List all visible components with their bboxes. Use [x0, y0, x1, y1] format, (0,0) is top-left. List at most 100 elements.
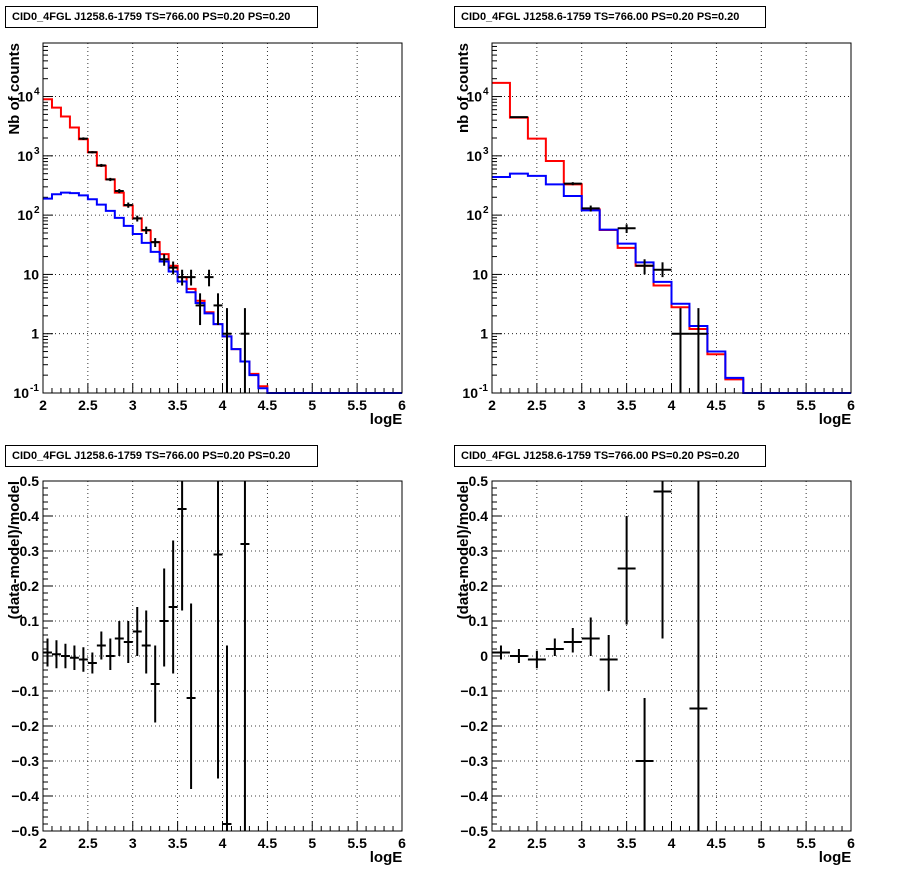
x-tick-label: 4: [668, 397, 676, 413]
x-axis-label: logE: [819, 411, 852, 428]
y-tick-label: 0.5: [469, 473, 489, 489]
histogram-series-2: [492, 172, 851, 394]
x-axis-label: logE: [819, 849, 852, 866]
x-tick-label: 2.5: [527, 835, 547, 851]
y-tick-label: 0.2: [20, 578, 40, 594]
data-point: [105, 177, 115, 182]
data-point: [509, 649, 528, 663]
data-point: [635, 259, 654, 275]
data-point: [689, 481, 708, 831]
y-tick-label: 10: [472, 266, 488, 282]
x-tick-label: 5: [757, 835, 765, 851]
data-point: [527, 650, 546, 669]
x-tick-label: 4: [219, 397, 227, 413]
x-tick-label: 5: [757, 397, 765, 413]
data-point: [581, 617, 600, 656]
x-tick-label: 5.5: [796, 397, 816, 413]
data-point: [123, 621, 133, 663]
plot-frame: [42, 480, 403, 832]
data-point: [581, 205, 600, 212]
data-point: [141, 610, 151, 674]
y-tick-label: 0.1: [469, 613, 489, 629]
y-tick-exponent: 3: [34, 146, 40, 157]
data-point: [69, 645, 79, 670]
y-tick-label: 0: [31, 648, 39, 664]
x-tick-label: 3.5: [617, 835, 637, 851]
data-point: [78, 647, 88, 672]
y-tick-label: 0.2: [469, 578, 489, 594]
x-tick-label: 5: [308, 835, 316, 851]
x-tick-label: 3: [129, 835, 137, 851]
y-tick-label: 0.4: [469, 508, 489, 524]
data-point: [195, 293, 205, 326]
x-tick-label: 6: [847, 835, 855, 851]
y-tick-label: 0.5: [20, 473, 40, 489]
data-point: [545, 638, 564, 656]
y-tick-label: −0.3: [11, 753, 39, 769]
data-point: [204, 269, 214, 287]
y-tick-label: 10: [17, 148, 33, 164]
y-axis-label: Nb of counts: [6, 43, 23, 135]
y-tick-exponent: -1: [479, 383, 488, 394]
x-tick-label: 6: [398, 397, 406, 413]
x-tick-label: 6: [847, 397, 855, 413]
data-point: [177, 269, 187, 286]
data-point: [617, 516, 636, 625]
x-tick-label: 5.5: [347, 397, 367, 413]
data-point: [132, 607, 142, 656]
panel-title-4: CID0_4FGL J1258.6-1759 TS=766.00 PS=0.20…: [454, 445, 766, 467]
data-point: [87, 151, 97, 154]
y-axis-label: (data-model)/model: [6, 481, 23, 619]
x-tick-label: 4.5: [258, 397, 278, 413]
data-point: [186, 269, 196, 286]
y-tick-label: −0.4: [460, 788, 488, 804]
data-point: [51, 640, 61, 669]
data-point: [78, 137, 88, 140]
data-point: [653, 262, 672, 278]
x-tick-label: 2.5: [527, 397, 547, 413]
data-point: [186, 603, 196, 789]
plot-frame: [491, 42, 852, 394]
y-tick-label: 10: [462, 385, 478, 401]
y-tick-label: 10: [466, 148, 482, 164]
data-point: [635, 698, 654, 831]
y-tick-label: −0.1: [460, 683, 488, 699]
panel-title-2: CID0_4FGL J1258.6-1759 TS=766.00 PS=0.20…: [454, 6, 766, 28]
data-point: [123, 202, 133, 208]
x-tick-label: 4: [219, 835, 227, 851]
data-point: [150, 645, 160, 723]
plot-frame: [42, 42, 403, 394]
y-tick-exponent: -1: [30, 383, 39, 394]
y-tick-label: 10: [17, 207, 33, 223]
data-point: [114, 621, 124, 656]
x-tick-label: 5: [308, 397, 316, 413]
data-point: [150, 238, 160, 248]
y-tick-label: 0.3: [20, 543, 40, 559]
x-tick-label: 3: [578, 397, 586, 413]
data-point: [222, 308, 232, 393]
data-point: [168, 540, 178, 674]
x-axis-label: logE: [370, 411, 403, 428]
x-tick-label: 3: [578, 835, 586, 851]
x-tick-label: 3.5: [168, 835, 188, 851]
y-tick-label: 10: [466, 207, 482, 223]
data-point: [509, 116, 528, 119]
x-tick-label: 5.5: [796, 835, 816, 851]
y-axis-label: nb of counts: [455, 43, 472, 133]
y-tick-label: −0.5: [11, 823, 39, 839]
data-point: [141, 226, 151, 235]
data-point: [617, 224, 636, 233]
y-tick-label: −0.2: [11, 718, 39, 734]
x-axis-label: logE: [370, 849, 403, 866]
data-point: [159, 254, 169, 266]
data-point: [689, 308, 708, 393]
y-tick-exponent: 4: [483, 87, 489, 98]
y-tick-label: 0.3: [469, 543, 489, 559]
data-point: [60, 643, 70, 669]
data-point: [43, 638, 52, 667]
histogram-series-1: [492, 81, 851, 394]
y-tick-exponent: 3: [483, 146, 489, 157]
data-point: [213, 293, 223, 326]
y-tick-exponent: 2: [34, 205, 40, 216]
x-tick-label: 3.5: [617, 397, 637, 413]
